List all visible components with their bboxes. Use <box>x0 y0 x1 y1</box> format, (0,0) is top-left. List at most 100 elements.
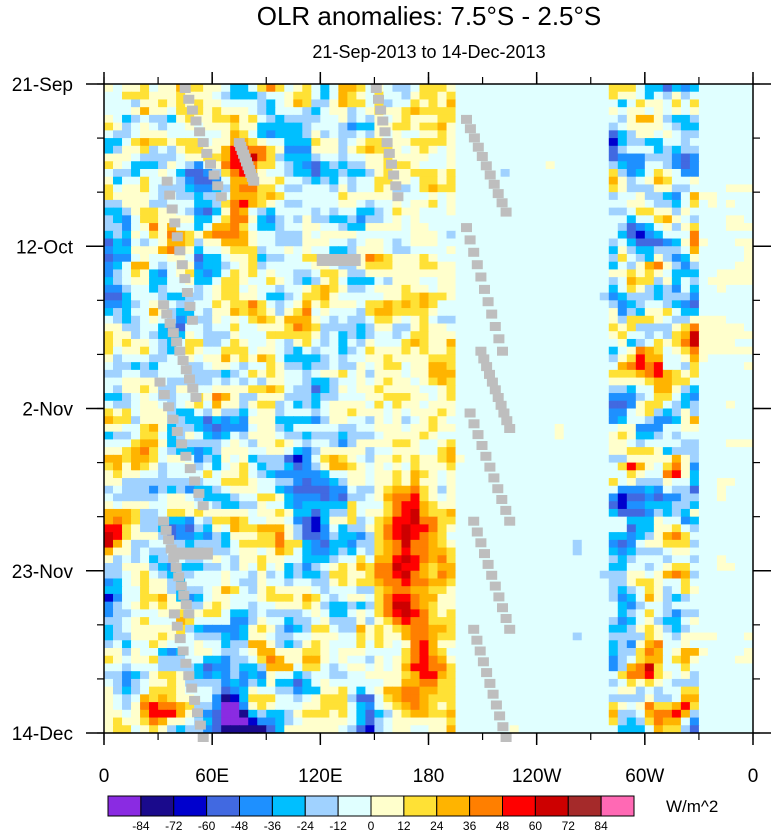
heatmap-cell <box>122 207 132 216</box>
heatmap-cell <box>482 601 493 610</box>
heatmap-cell <box>230 400 240 410</box>
heatmap-cell <box>212 447 222 456</box>
heatmap-cell <box>176 192 186 201</box>
heatmap-cell <box>437 485 448 495</box>
heatmap-cell <box>203 107 213 116</box>
heatmap-cell <box>725 431 736 441</box>
heatmap-cell <box>716 563 727 572</box>
heatmap-cell <box>446 601 457 610</box>
heatmap-cell <box>455 369 466 379</box>
heatmap-cell <box>338 230 348 240</box>
heatmap-cell <box>554 377 565 386</box>
heatmap-cell <box>410 323 421 332</box>
heatmap-cell <box>464 539 475 549</box>
heatmap-cell <box>419 238 430 247</box>
heatmap-cell <box>743 269 754 278</box>
heatmap-cell <box>239 215 249 224</box>
heatmap-cell <box>572 547 583 556</box>
heatmap-cell <box>437 408 448 417</box>
heatmap-cell <box>455 393 466 402</box>
heatmap-cell <box>536 253 547 263</box>
heatmap-cell <box>383 284 394 294</box>
heatmap-cell <box>302 292 312 301</box>
heatmap-cell <box>635 261 646 271</box>
heatmap-cell <box>185 215 195 224</box>
heatmap-cell <box>608 516 619 525</box>
heatmap-cell <box>590 292 601 301</box>
heatmap-cell <box>194 122 204 131</box>
heatmap-cell <box>347 161 357 170</box>
heatmap-cell <box>644 308 655 317</box>
heatmap-cell <box>518 184 529 193</box>
heatmap-cell <box>419 284 430 294</box>
heatmap-cell <box>104 338 114 348</box>
heatmap-cell <box>140 369 150 379</box>
heatmap-cell <box>662 362 673 371</box>
heatmap-cell <box>113 215 123 224</box>
heatmap-cell <box>257 601 267 610</box>
heatmap-cell <box>491 284 502 294</box>
heatmap-cell <box>491 416 502 425</box>
heatmap-cell <box>716 431 727 441</box>
heatmap-cell <box>113 176 123 186</box>
heatmap-cell <box>437 168 448 178</box>
heatmap-cell <box>743 586 754 595</box>
heatmap-cell <box>401 261 412 271</box>
heatmap-cell <box>581 532 592 541</box>
heatmap-cell <box>230 215 240 224</box>
heatmap-cell <box>176 408 186 417</box>
heatmap-cell <box>185 199 195 209</box>
heatmap-cell <box>743 138 754 147</box>
heatmap-cell <box>437 516 448 525</box>
heatmap-cell <box>545 416 556 425</box>
heatmap-cell <box>293 609 303 618</box>
heatmap-cell <box>104 323 114 332</box>
heatmap-cell <box>419 230 430 240</box>
heatmap-cell <box>428 501 439 510</box>
heatmap-cell <box>545 315 556 325</box>
heatmap-cell <box>518 192 529 201</box>
heatmap-cell <box>707 168 718 178</box>
heatmap-cell <box>725 578 736 587</box>
heatmap-cell <box>293 617 303 626</box>
heatmap-cell <box>257 99 267 108</box>
heatmap-cell <box>383 223 394 232</box>
heatmap-cell <box>644 315 655 325</box>
heatmap-cell <box>356 84 366 93</box>
heatmap-cell <box>212 269 222 278</box>
heatmap-cell <box>680 493 691 502</box>
heatmap-cell <box>527 431 538 441</box>
heatmap-cell <box>608 470 619 479</box>
heatmap-cell <box>401 292 412 301</box>
heatmap-cell <box>509 586 520 595</box>
heatmap-cell <box>239 246 249 255</box>
heatmap-cell <box>680 369 691 379</box>
heatmap-cell <box>401 470 412 479</box>
heatmap-cell <box>158 138 168 147</box>
heatmap-cell <box>320 578 330 587</box>
heatmap-cell <box>590 377 601 386</box>
heatmap-cell <box>608 478 619 487</box>
heatmap-cell <box>662 400 673 410</box>
heatmap-cell <box>635 176 646 186</box>
heatmap-cell <box>455 168 466 178</box>
heatmap-cell <box>536 346 547 356</box>
heatmap-cell <box>122 416 132 425</box>
heatmap-cell <box>131 539 141 549</box>
heatmap-cell <box>212 408 222 417</box>
heatmap-cell <box>635 253 646 263</box>
heatmap-cell <box>725 161 736 170</box>
heatmap-cell <box>500 439 511 448</box>
heatmap-cell <box>743 114 754 124</box>
heatmap-cell <box>581 138 592 147</box>
heatmap-cell <box>113 478 123 487</box>
heatmap-cell <box>500 84 511 93</box>
heatmap-cell <box>149 362 159 371</box>
heatmap-cell <box>734 331 745 340</box>
heatmap-cell <box>635 485 646 495</box>
heatmap-cell <box>446 462 457 471</box>
heatmap-cell <box>221 555 231 564</box>
heatmap-cell <box>500 586 511 595</box>
heatmap-cell <box>608 431 619 441</box>
heatmap-cell <box>266 501 276 510</box>
